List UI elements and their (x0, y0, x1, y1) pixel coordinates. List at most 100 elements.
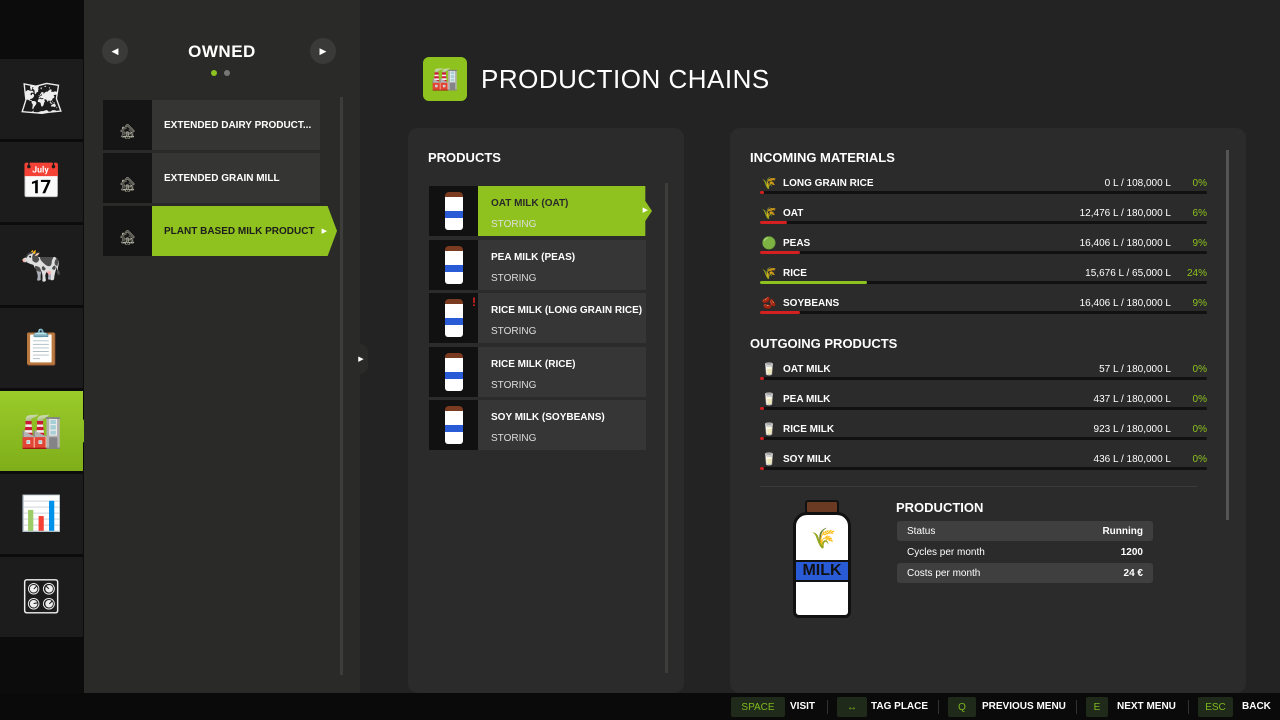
material-amount: 923 L / 180,000 L (1093, 424, 1171, 435)
outgoing-row: 🥛 SOY MILK 436 L / 180,000 L 0% (760, 452, 1207, 484)
previous-menu-button[interactable]: PREVIOUS MENU (982, 701, 1066, 712)
product-status: STORING (491, 379, 537, 391)
material-percent: 0% (1192, 364, 1207, 375)
material-percent: 24% (1186, 268, 1207, 279)
incoming-title: INCOMING MATERIALS (750, 150, 895, 165)
fill-bar (760, 221, 1207, 224)
divider (1188, 700, 1189, 714)
products-scrollbar[interactable] (665, 183, 668, 673)
fill-bar (760, 467, 1207, 470)
milk-bottle-icon: 🥛 (761, 362, 777, 376)
material-amount: 15,676 L / 65,000 L (1085, 268, 1171, 279)
fill-bar-level (760, 251, 801, 254)
fill-bar (760, 191, 1207, 194)
sidebar-item-contracts[interactable]: 📋 (0, 308, 83, 388)
outgoing-row: 🥛 PEA MILK 437 L / 180,000 L 0% (760, 392, 1207, 424)
collapse-toggle[interactable]: ▶ (354, 344, 368, 374)
divider (1076, 700, 1077, 714)
key-hint-back[interactable]: ESC (1198, 697, 1233, 717)
place-thumbnail: 🏚 (103, 153, 152, 203)
owned-title: OWNED (188, 42, 256, 61)
place-thumbnail: 🏚 (103, 100, 152, 150)
product-item[interactable]: SOY MILK (SOYBEANS) STORING (429, 400, 646, 450)
fill-bar-level (760, 437, 764, 440)
milk-bottle-icon (429, 346, 478, 397)
production-stat: Costs per month 24 € (897, 563, 1153, 583)
product-name: RICE MILK (LONG GRAIN RICE) (491, 305, 643, 316)
product-item[interactable]: RICE MILK (RICE) STORING (429, 346, 646, 397)
sidebar-item-production[interactable]: 🏭 (0, 391, 91, 471)
key-hint-previous-menu[interactable]: Q (948, 697, 976, 717)
outgoing-row: 🥛 OAT MILK 57 L / 180,000 L 0% (760, 362, 1207, 394)
milk-bottle-image: MILK 🌾 (793, 500, 851, 618)
material-amount: 0 L / 108,000 L (1104, 178, 1171, 189)
material-amount: 12,476 L / 180,000 L (1079, 208, 1171, 219)
stat-label: Cycles per month (907, 546, 985, 558)
owned-panel: ◀ OWNED ▶ 🏚 EXTENDED DAIRY PRODUCT... 🏚 EXT… (84, 0, 360, 693)
fill-bar (760, 311, 1207, 314)
milk-bottle-icon: 🥛 (761, 392, 777, 406)
next-button[interactable]: ▶ (310, 38, 336, 64)
product-name: OAT MILK (OAT) (491, 198, 569, 209)
production-stat: Status Running (897, 521, 1153, 541)
fill-bar-level (760, 221, 787, 224)
page-dot-active[interactable] (211, 70, 217, 76)
material-name: OAT MILK (783, 364, 831, 375)
material-percent: 0% (1192, 454, 1207, 465)
details-scrollbar[interactable] (1226, 150, 1229, 520)
key-hint-next-menu[interactable]: E (1086, 697, 1108, 717)
sidebar-item-cow[interactable]: 🐄 (0, 225, 83, 305)
divider (760, 486, 1197, 487)
place-item[interactable]: 🏚 EXTENDED GRAIN MILL (103, 153, 320, 203)
fill-bar-level (760, 281, 868, 284)
material-amount: 436 L / 180,000 L (1093, 454, 1171, 465)
place-item[interactable]: 🏚 EXTENDED DAIRY PRODUCT... (103, 100, 320, 150)
material-amount: 16,406 L / 180,000 L (1079, 298, 1171, 309)
sidebar-item-map[interactable]: 🗺 (0, 59, 83, 139)
back-button[interactable]: BACK (1242, 701, 1271, 712)
tag-place-button[interactable]: TAG PLACE (871, 701, 929, 712)
product-status: STORING (491, 433, 537, 444)
stat-label: Costs per month (907, 567, 981, 579)
sidebar-item-statistics[interactable]: 📊 (0, 474, 83, 554)
sidebar-item-calendar[interactable]: 📅 (0, 142, 83, 222)
material-name: PEAS (783, 238, 811, 249)
product-item[interactable]: ! RICE MILK (LONG GRAIN RICE) STORING (429, 293, 646, 343)
statistics-icon: 📊 (20, 495, 63, 533)
fill-bar (760, 437, 1207, 440)
key-hint-tag-place[interactable]: ↔ (837, 697, 867, 717)
page-dot[interactable] (224, 70, 230, 76)
warning-icon: ! (472, 295, 476, 309)
rice-icon: 🌾 (761, 176, 777, 190)
material-name: RICE (783, 268, 807, 279)
milk-bottle-icon: 🥛 (761, 452, 777, 466)
next-menu-button[interactable]: NEXT MENU (1117, 701, 1176, 712)
place-label: PLANT BASED MILK PRODUCT (164, 225, 315, 237)
key-hint-visit[interactable]: SPACE (731, 697, 785, 717)
material-percent: 0% (1192, 178, 1207, 189)
milk-bottle-icon (429, 239, 478, 290)
product-item[interactable]: PEA MILK (PEAS) STORING (429, 239, 646, 290)
divider (827, 700, 828, 714)
map-icon: 🗺 (19, 80, 64, 118)
calendar-icon: 📅 (20, 163, 63, 201)
incoming-row: 🟢 PEAS 16,406 L / 180,000 L 9% (760, 236, 1207, 268)
production-stat: Cycles per month 1200 (897, 542, 1153, 562)
product-item[interactable]: OAT MILK (OAT) STORING ▶ (429, 186, 652, 236)
soybeans-icon: 🫘 (761, 296, 777, 310)
product-status: STORING (491, 219, 537, 230)
prev-button[interactable]: ◀ (102, 38, 128, 64)
peas-icon: 🟢 (761, 236, 777, 250)
visit-button[interactable]: VISIT (790, 701, 816, 712)
sidebar-item-settings[interactable]: 🎛 (0, 557, 83, 637)
product-status: STORING (491, 272, 537, 284)
material-percent: 9% (1192, 238, 1207, 249)
production-chain-icon: 🏭 (423, 57, 467, 101)
material-name: SOYBEANS (783, 298, 840, 309)
incoming-row: 🌾 LONG GRAIN RICE 0 L / 108,000 L 0% (760, 176, 1207, 208)
product-name: RICE MILK (RICE) (491, 358, 576, 370)
place-item[interactable]: 🏚 PLANT BASED MILK PRODUCT ▶ (103, 206, 337, 256)
footer-bar (0, 693, 1280, 720)
scrollbar[interactable] (340, 97, 343, 675)
contracts-icon: 📋 (20, 329, 63, 367)
